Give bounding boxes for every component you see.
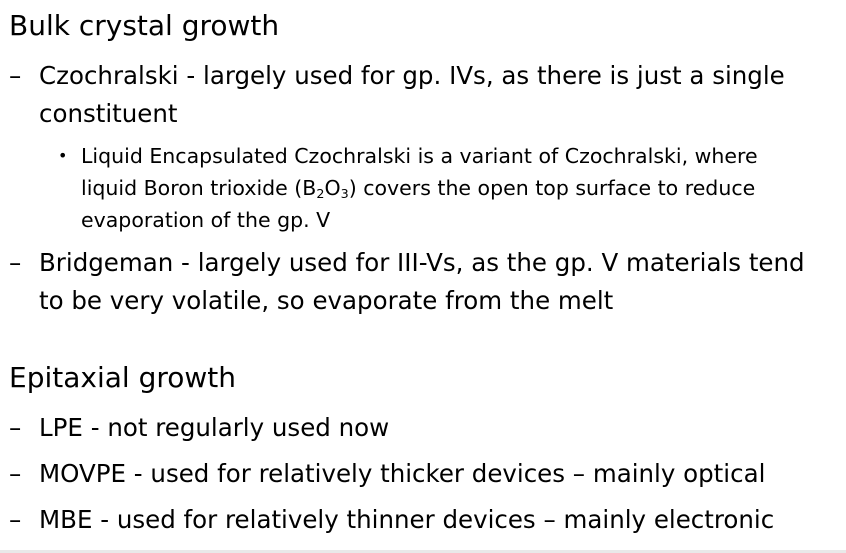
dash-bullet: – [9,413,22,442]
list-item-line: MBE - used for relatively thinner device… [39,505,775,534]
sub-item-line: liquid Boron trioxide (B2O3) covers the … [81,172,838,204]
dash-bullet: – [9,505,22,534]
list-item-line: MOVPE - used for relatively thicker devi… [39,459,766,488]
text-fragment: ) covers the open top surface to reduce [348,176,756,200]
dash-bullet: – [9,248,22,277]
list-item-line: LPE - not regularly used now [39,413,390,442]
sub-item-line: Liquid Encapsulated Czochralski is a var… [81,144,758,168]
subscript: 3 [340,186,349,202]
sub-item-line: evaporation of the gp. V [81,208,331,232]
list-item-czochralski: – Czochralski - largely used for gp. IVs… [9,57,844,133]
list-item-line: Bridgeman - largely used for III-Vs, as … [39,248,805,277]
section-heading-bulk-crystal-growth: Bulk crystal growth [9,9,280,42]
list-item-line: constituent [39,99,178,128]
text-fragment: O [324,176,341,200]
dash-bullet: – [9,459,22,488]
dash-bullet: – [9,61,22,90]
dot-bullet: • [58,146,68,165]
list-item-line: to be very volatile, so evaporate from t… [39,286,614,315]
list-item-line: Czochralski - largely used for gp. IVs, … [39,61,785,90]
list-item-bridgeman: – Bridgeman - largely used for III-Vs, a… [9,244,844,320]
list-item-lpe: – LPE - not regularly used now [9,409,844,447]
sub-item-liquid-encapsulated-czochralski: • Liquid Encapsulated Czochralski is a v… [58,140,838,236]
section-heading-epitaxial-growth: Epitaxial growth [9,361,236,394]
list-item-mbe: – MBE - used for relatively thinner devi… [9,501,844,539]
subscript: 2 [316,186,325,202]
text-fragment: liquid Boron trioxide (B [81,176,317,200]
list-item-movpe: – MOVPE - used for relatively thicker de… [9,455,844,493]
bottom-divider [0,550,846,553]
